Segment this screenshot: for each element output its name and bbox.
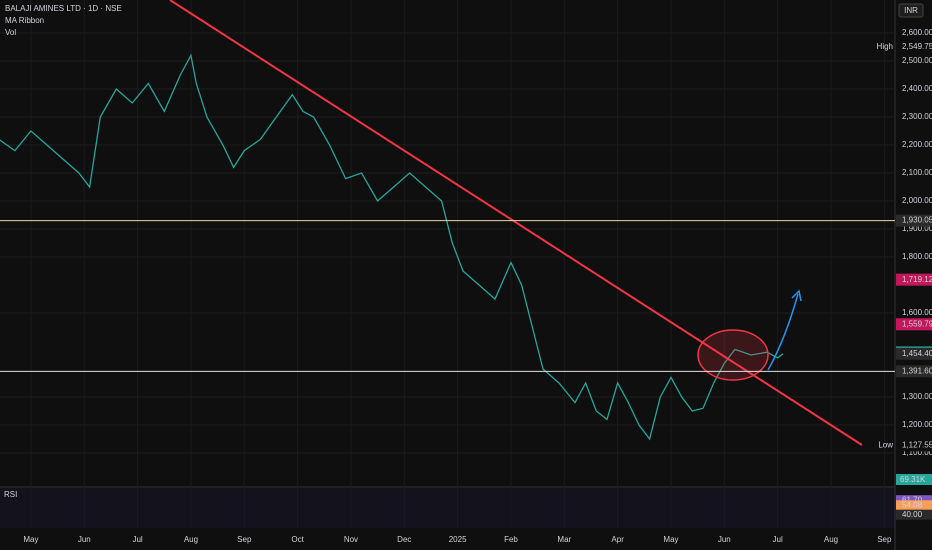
y-tick-label: 1,800.00: [902, 252, 932, 261]
x-tick-label: Sep: [237, 535, 252, 544]
price-badge: [896, 439, 932, 452]
rsi-title: RSI: [4, 490, 17, 499]
forecast-arrow: [767, 293, 799, 371]
price-label: 1,391.60: [902, 366, 932, 375]
price-badge: [896, 214, 932, 227]
price-label: 1,559.79: [902, 319, 932, 328]
rsi-badge: [896, 495, 932, 506]
y-tick-label: 2,200.00: [902, 140, 932, 149]
rsi-badge: [896, 500, 932, 511]
currency-badge[interactable]: [898, 3, 924, 18]
rsi-label: 54.08: [902, 500, 923, 509]
x-tick-label: Jul: [773, 535, 783, 544]
y-tick-label: 1,100.00: [902, 448, 932, 457]
indicator-label: Vol: [5, 28, 16, 37]
price-badge: [896, 365, 932, 378]
indicator-label: MA Ribbon: [5, 16, 44, 25]
x-tick-label: Mar: [557, 535, 571, 544]
rsi-label: 61.70: [902, 495, 923, 504]
trend-line: [169, 0, 863, 446]
x-tick-label: Aug: [184, 535, 198, 544]
y-tick-label: 2,000.00: [902, 196, 932, 205]
price-tag: High: [877, 42, 893, 51]
x-tick-label: Dec: [397, 535, 411, 544]
x-tick-label: Aug: [824, 535, 838, 544]
price-badge: [896, 318, 932, 331]
highlight-ellipse: [697, 329, 769, 381]
rsi-badge: [896, 509, 932, 520]
y-tick-label: 2,600.00: [902, 28, 932, 37]
x-tick-label: May: [663, 535, 678, 544]
y-tick-label: 2,100.00: [902, 168, 932, 177]
y-tick-label: 1,300.00: [902, 392, 932, 401]
price-label: 1,719.12: [902, 275, 932, 284]
volume-label: 69.31K: [900, 475, 926, 484]
x-tick-label: Sep: [877, 535, 892, 544]
currency-label: INR: [904, 6, 918, 15]
price-label: 1,930.05: [902, 216, 932, 225]
y-tick-label: 2,500.00: [902, 56, 932, 65]
y-tick-label: 2,300.00: [902, 112, 932, 121]
price-tag: Low: [878, 440, 893, 449]
price-label: 1,454.40: [902, 349, 932, 358]
price-badge: [896, 347, 932, 360]
price-badge: [896, 41, 932, 54]
volume-badge: [896, 474, 932, 485]
x-tick-label: May: [23, 535, 38, 544]
chart-title: BALAJI AMINES LTD · 1D · NSE: [5, 4, 122, 13]
y-tick-label: 2,400.00: [902, 84, 932, 93]
price-badge: [896, 273, 932, 286]
x-tick-label: Jun: [78, 535, 91, 544]
rsi-pane: [0, 488, 895, 528]
x-tick-label: Oct: [291, 535, 304, 544]
price-line: [0, 53, 784, 441]
x-tick-label: Nov: [344, 535, 358, 544]
rsi-label: 40.00: [902, 510, 923, 519]
price-label: 2,549.75: [902, 42, 932, 51]
y-tick-label: 1,200.00: [902, 420, 932, 429]
x-tick-label: Jul: [132, 535, 142, 544]
y-tick-label: 1,900.00: [902, 224, 932, 233]
x-tick-label: 2025: [449, 535, 467, 544]
x-tick-label: Feb: [504, 535, 518, 544]
x-tick-label: Jun: [718, 535, 731, 544]
arrow-head: [791, 289, 802, 302]
x-tick-label: Apr: [611, 535, 624, 544]
y-tick-label: 1,600.00: [902, 308, 932, 317]
price-label: 1,127.55: [902, 440, 932, 449]
marks: [0, 53, 784, 441]
